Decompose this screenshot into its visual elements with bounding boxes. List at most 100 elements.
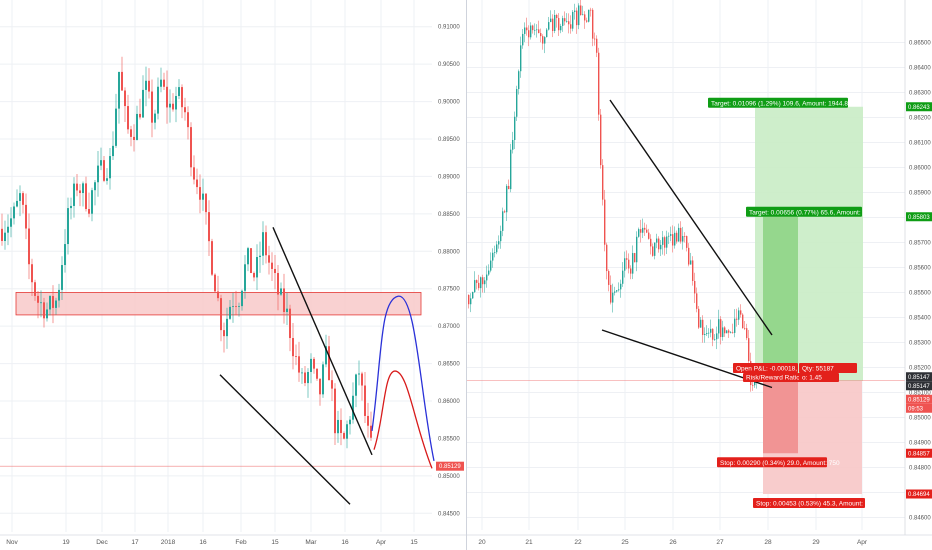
candle-body[interactable] [662,237,664,245]
candle-body[interactable] [286,308,288,313]
candle-body[interactable] [355,374,357,396]
open-pnl-label[interactable]: Open P&L: -0.00018, Qty: 86206 [733,363,831,373]
candle-body[interactable] [172,103,174,110]
candle-body[interactable] [175,96,177,110]
candle-body[interactable] [337,419,339,434]
candle-body[interactable] [664,237,666,248]
candle-body[interactable] [232,306,234,307]
candle-body[interactable] [250,248,252,273]
candle-body[interactable] [127,106,129,130]
candle-body[interactable] [334,388,336,434]
candle-body[interactable] [534,29,536,31]
candle-body[interactable] [644,227,646,230]
candle-body[interactable] [361,373,363,386]
candle-body[interactable] [88,209,90,214]
candle-body[interactable] [634,253,636,263]
candle-body[interactable] [710,328,712,333]
candle-body[interactable] [480,277,482,289]
candle-body[interactable] [604,199,606,245]
candle-body[interactable] [43,302,45,319]
candle-body[interactable] [476,280,478,283]
candle-body[interactable] [349,419,351,425]
candle-body[interactable] [112,145,114,157]
candle-body[interactable] [64,244,66,266]
candle-body[interactable] [716,333,718,340]
candle-body[interactable] [554,15,556,32]
candle-body[interactable] [214,274,216,292]
candle-body[interactable] [728,330,730,333]
candle-body[interactable] [494,252,496,253]
candle-body[interactable] [301,372,303,374]
candle-body[interactable] [556,15,558,19]
candle-body[interactable] [524,27,526,34]
candle-body[interactable] [482,277,484,285]
candle-body[interactable] [668,235,670,237]
candle-body[interactable] [157,86,159,114]
candle-body[interactable] [624,258,626,271]
candle-body[interactable] [235,306,237,307]
panel-divider[interactable] [466,0,467,550]
candle-body[interactable] [253,272,255,278]
candle-body[interactable] [244,264,246,291]
candle-body[interactable] [720,319,722,338]
candle-body[interactable] [328,346,330,381]
candle-body[interactable] [343,433,345,439]
candle-body[interactable] [470,298,472,305]
candle-body[interactable] [223,330,225,337]
candle-body[interactable] [28,228,30,265]
candle-body[interactable] [265,232,267,256]
candle-body[interactable] [600,114,602,166]
candle-body[interactable] [73,183,75,206]
candle-body[interactable] [714,339,716,340]
candle-body[interactable] [650,238,652,247]
candle-body[interactable] [742,314,744,329]
candle-body[interactable] [199,187,201,200]
candle-body[interactable] [626,258,628,260]
candle-body[interactable] [358,373,360,375]
candle-body[interactable] [584,14,586,21]
candle-body[interactable] [49,296,51,310]
falling-wedge-upper-trendline[interactable] [609,99,773,336]
candle-body[interactable] [262,232,264,256]
candle-body[interactable] [672,234,674,246]
candle-body[interactable] [712,328,714,340]
candle-body[interactable] [181,87,183,108]
candle-body[interactable] [572,11,574,29]
candle-body[interactable] [738,310,740,320]
candle-body[interactable] [692,260,694,282]
candle-body[interactable] [325,346,327,365]
projected-path-red[interactable] [373,370,433,469]
candle-body[interactable] [684,236,686,237]
candle-body[interactable] [319,378,321,395]
candle-body[interactable] [680,227,682,242]
wedge-upper-trendline[interactable] [272,227,373,456]
candle-body[interactable] [488,270,490,275]
candle-body[interactable] [154,113,156,123]
candle-body[interactable] [618,289,620,291]
candle-body[interactable] [130,129,132,137]
candle-body[interactable] [754,380,756,386]
candle-body[interactable] [718,319,720,334]
candle-body[interactable] [169,103,171,108]
candle-body[interactable] [19,193,21,201]
candle-body[interactable] [676,232,678,242]
candle-body[interactable] [82,183,84,194]
candle-body[interactable] [518,71,520,90]
candle-body[interactable] [202,193,204,200]
candle-body[interactable] [558,18,560,31]
candle-body[interactable] [226,318,228,337]
candle-body[interactable] [698,308,700,328]
candle-body[interactable] [124,90,126,107]
candle-body[interactable] [666,236,668,248]
candle-body[interactable] [540,33,542,37]
candle-body[interactable] [598,52,600,115]
candle-body[interactable] [316,368,318,379]
candle-body[interactable] [622,270,624,284]
target-label-2[interactable]: Target: 0.00656 (0.77%) 65.6, Amount: 13… [746,206,886,217]
candle-body[interactable] [616,290,618,292]
candle-body[interactable] [109,156,111,179]
candle-body[interactable] [708,332,710,334]
candle-body[interactable] [160,79,162,87]
candle-body[interactable] [76,183,78,191]
candle-body[interactable] [578,5,580,26]
